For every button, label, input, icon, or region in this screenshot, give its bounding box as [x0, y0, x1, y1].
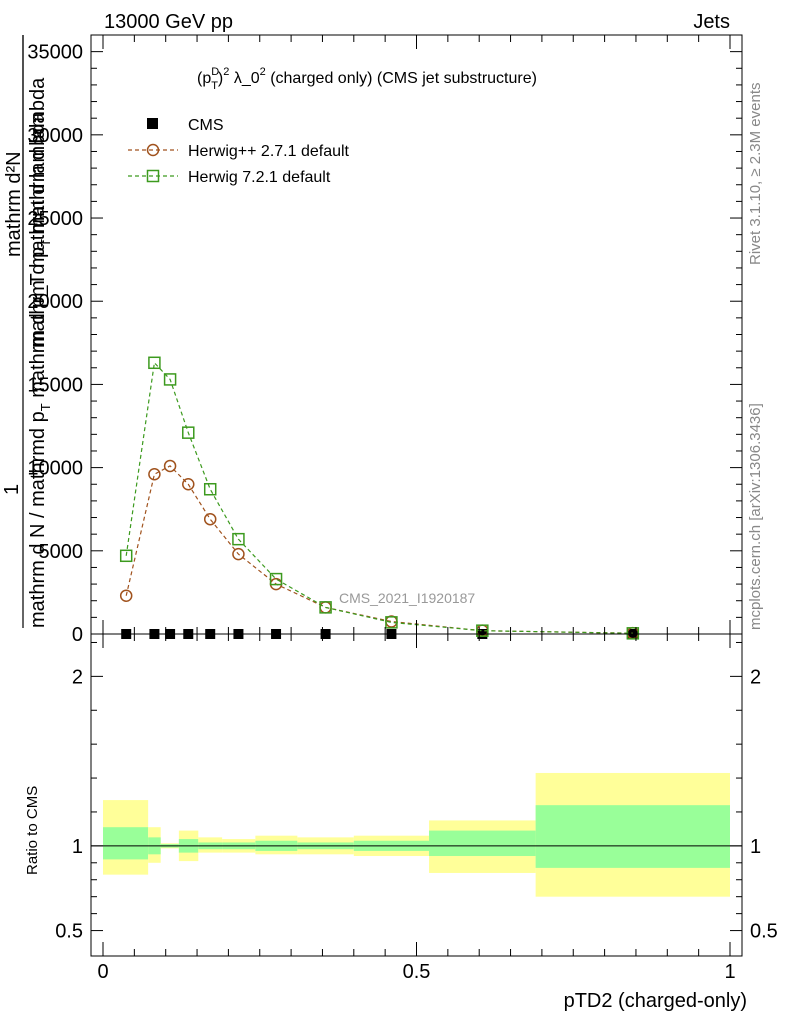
- herwig7-point: [269, 572, 283, 586]
- legend-label-herwig7: Herwig 7.2.1 default: [188, 169, 331, 186]
- herwig7-point: [476, 624, 489, 637]
- header-left: 13000 GeV pp: [104, 11, 233, 33]
- ratio-y-tick-label-right: 2: [750, 666, 761, 688]
- ylabel-denominator-sub: T: [38, 239, 53, 247]
- title-p: (p: [197, 70, 211, 87]
- legend-marker-cms: [147, 118, 158, 129]
- main-y-tick-label: 5000: [39, 541, 84, 563]
- title-sq1: 2: [223, 66, 229, 78]
- legend-marker-herwigpp: [146, 143, 160, 157]
- title-lambda: λ_0: [229, 70, 259, 87]
- title-sub: T: [211, 80, 218, 92]
- main-y-tick-label: 25000: [27, 208, 83, 230]
- rivet-version-label: Rivet 3.1.10, ≥ 2.3M events: [747, 83, 764, 266]
- main-y-axis: 0 5000 10000 15000 20000 25000 30000 35000: [27, 34, 742, 646]
- main-y-tick-label: 15000: [27, 374, 83, 396]
- ratio-y-tick-label-left: 0.5: [55, 921, 83, 943]
- herwigpp-point: [203, 512, 217, 526]
- ratio-y-axis: 0.5 0.5 1 1 2 2: [55, 641, 778, 943]
- ylabel-full-denominator: mathrm d N / mathrmd pT mathrm d p_T mat…: [27, 112, 53, 628]
- ratio-bands: [103, 772, 730, 897]
- x-tick-label: 0.5: [403, 961, 431, 983]
- ratio-inner-band: [103, 827, 149, 860]
- ratio-inner-band: [429, 830, 536, 857]
- main-y-tick-label: 20000: [27, 291, 83, 313]
- main-title: (pD T)2 λ_02 (charged only) (CMS jet subs…: [197, 66, 537, 92]
- herwig7-point: [163, 373, 177, 386]
- title-sup: D: [211, 66, 219, 78]
- herwig7-point: [319, 601, 332, 614]
- ratio-panel: 0.5 0.51 12 2 0 0.5 1 Ratio to CMS pTD2 (char…: [24, 633, 778, 1012]
- herwigpp-point: [182, 478, 195, 491]
- ylabel-full-sub: T: [38, 403, 53, 411]
- ylabel-numerator: mathrm d²N: [3, 151, 25, 257]
- herwig7-point: [182, 426, 195, 439]
- herwigpp-point: [148, 468, 161, 481]
- ratio-inner-band: [535, 805, 730, 868]
- mcplots-label: mcplots.cern.ch [arXiv:1306.3436]: [747, 403, 764, 630]
- ylabel-full-b: mathrm d p_T mathrm d lambda: [27, 112, 49, 404]
- ylabel-denominator-b: mathrm d lambda: [27, 77, 49, 239]
- legend-label-herwigpp: Herwig++ 2.7.1 default: [188, 143, 350, 160]
- main-y-axis-label: mathrm d²N mathrm d pT mathrm d lambda 1…: [1, 35, 53, 628]
- main-y-tick-label: 30000: [27, 125, 83, 147]
- ratio-y-tick-label-left: 1: [72, 836, 83, 858]
- title-paren: ): [218, 70, 223, 87]
- ratio-y-tick-label-right: 0.5: [750, 921, 778, 943]
- x-axis-label: pTD2 (charged-only): [564, 990, 747, 1012]
- ylabel-full-a: mathrm d N / mathrmd p: [27, 411, 49, 628]
- x-tick-label: 0: [97, 961, 108, 983]
- herwig7-point: [385, 616, 398, 629]
- ratio-x-axis: 0 0.5 1: [97, 634, 736, 983]
- ylabel-denominator-a: mathrm d p: [27, 247, 49, 348]
- herwig7-point: [203, 482, 217, 496]
- analysis-watermark: CMS_2021_I1920187: [339, 590, 475, 606]
- series-line-1: [125, 465, 633, 634]
- ratio-y-tick-label-left: 2: [72, 666, 83, 688]
- herwigpp-point: [232, 547, 245, 561]
- main-x-axis: [102, 35, 731, 634]
- herwig7-point: [148, 356, 161, 370]
- main-y-tick-label: 0: [72, 624, 83, 646]
- title-sq2: 2: [260, 66, 266, 78]
- main-y-tick-label: 35000: [27, 42, 83, 64]
- ylabel-one: 1: [1, 484, 23, 495]
- ratio-y-axis-label: Ratio to CMS: [24, 786, 41, 875]
- title-tail: (charged only) (CMS jet substructure): [266, 70, 537, 87]
- herwig7-point: [232, 532, 245, 546]
- header-right: Jets: [693, 11, 730, 33]
- legend-marker-herwig7: [146, 169, 160, 183]
- herwig7-point: [119, 549, 133, 563]
- legend: CMS Herwig++ 2.7.1 default Herwig 7.2.1 …: [128, 117, 350, 186]
- legend-label-cms: CMS: [188, 117, 224, 134]
- x-tick-label: 1: [724, 961, 735, 983]
- herwigpp-point: [163, 459, 177, 473]
- herwig7-point: [626, 627, 640, 640]
- ratio-y-tick-label-right: 1: [750, 836, 761, 858]
- herwigpp-point: [119, 589, 133, 602]
- main-y-tick-label: 10000: [27, 458, 83, 480]
- ylabel-denominator: mathrm d pT mathrm d lambda: [27, 77, 53, 348]
